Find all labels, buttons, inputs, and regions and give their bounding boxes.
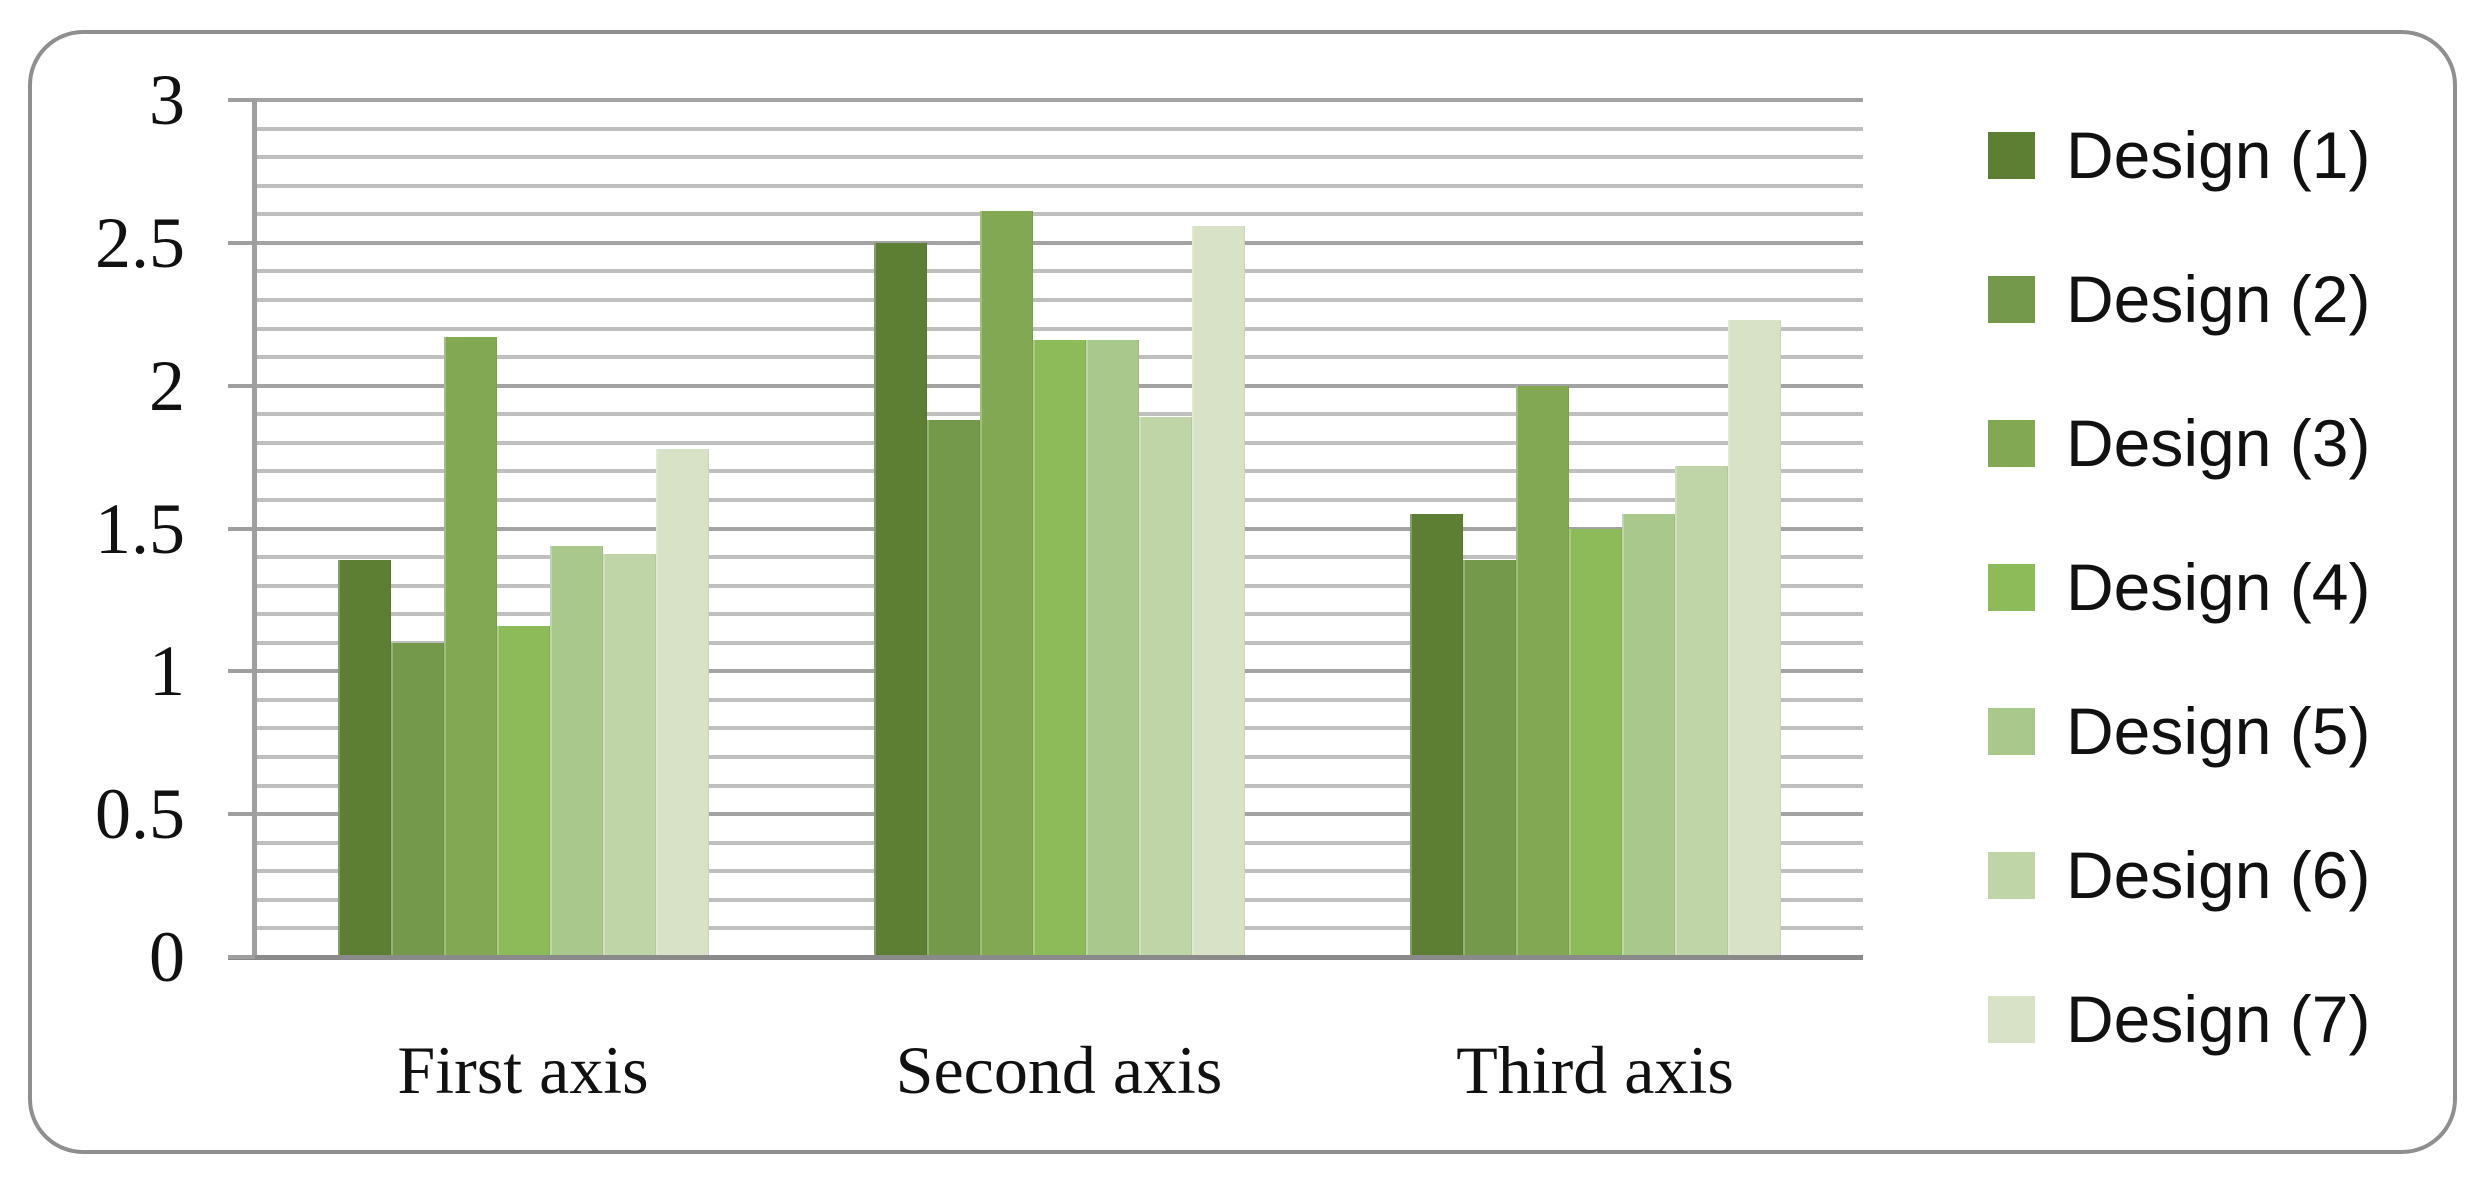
legend-label: Design (2) — [2066, 262, 2371, 336]
legend-label: Design (5) — [2066, 694, 2371, 768]
legend: Design (1) Design (2) Design (3) Design (4)… — [1960, 0, 2480, 1189]
y-axis-tick — [228, 240, 255, 245]
x-category-label-2: Second axis — [895, 1032, 1223, 1108]
legend-item-3: Design (3) — [1988, 410, 2370, 476]
legend-item-6: Design (6) — [1988, 842, 2370, 908]
legend-swatch-icon — [1988, 131, 2035, 179]
bar-design-1-first-axis — [337, 559, 391, 957]
x-axis-baseline — [228, 955, 1863, 960]
legend-item-7: Design (7) — [1988, 986, 2370, 1052]
legend-swatch-icon — [1988, 995, 2035, 1043]
legend-swatch-icon — [1988, 563, 2035, 611]
y-axis-tick — [228, 812, 255, 817]
y-axis-tick-label: 3 — [149, 60, 185, 140]
y-axis-tick — [228, 383, 255, 388]
bar-design-6-third-axis — [1674, 465, 1728, 957]
legend-label: Design (3) — [2066, 406, 2371, 480]
bar-design-6-first-axis — [602, 554, 656, 957]
minor-gridline — [255, 155, 1863, 160]
legend-item-5: Design (5) — [1988, 698, 2370, 764]
legend-label: Design (6) — [2066, 838, 2371, 912]
y-axis-tick — [228, 526, 255, 531]
bar-design-1-third-axis — [1409, 514, 1463, 957]
bar-design-2-third-axis — [1462, 559, 1516, 957]
legend-item-4: Design (4) — [1988, 554, 2370, 620]
legend-label: Design (7) — [2066, 982, 2371, 1056]
bar-design-4-third-axis — [1568, 528, 1622, 957]
bar-design-2-second-axis — [926, 419, 980, 957]
legend-swatch-icon — [1988, 275, 2035, 323]
bar-design-5-first-axis — [549, 545, 603, 957]
plot-area — [255, 98, 1863, 957]
y-axis-tick-label: 1.5 — [95, 488, 185, 569]
bar-design-5-third-axis — [1621, 514, 1675, 957]
y-axis-tick — [228, 98, 255, 102]
legend-label: Design (1) — [2066, 118, 2371, 192]
minor-gridline — [255, 326, 1863, 331]
legend-swatch-icon — [1988, 851, 2035, 899]
legend-item-2: Design (2) — [1988, 266, 2370, 332]
x-category-label-1: First axis — [397, 1032, 649, 1108]
bar-design-6-second-axis — [1138, 417, 1192, 957]
y-axis-tick — [228, 955, 255, 959]
y-axis-tick — [228, 669, 255, 674]
minor-gridline — [255, 297, 1863, 302]
bar-design-7-second-axis — [1191, 225, 1245, 957]
y-axis-tick-label: 2 — [149, 345, 185, 426]
legend-swatch-icon — [1988, 707, 2035, 755]
minor-gridline — [255, 212, 1863, 217]
legend-swatch-icon — [1988, 419, 2035, 467]
y-axis-tick-label: 1 — [149, 631, 185, 712]
minor-gridline — [255, 269, 1863, 274]
bar-design-4-second-axis — [1032, 339, 1086, 957]
x-category-label-3: Third axis — [1456, 1032, 1734, 1108]
major-gridline — [255, 98, 1863, 102]
bar-design-4-first-axis — [496, 625, 550, 957]
y-axis-tick-label: 0 — [149, 917, 185, 997]
y-axis-tick-label: 0.5 — [95, 774, 185, 855]
bar-design-1-second-axis — [873, 242, 927, 957]
minor-gridline — [255, 126, 1863, 131]
bar-design-2-first-axis — [390, 642, 444, 957]
major-gridline — [255, 240, 1863, 245]
bar-design-3-third-axis — [1515, 385, 1569, 957]
y-axis-tick-label: 2.5 — [95, 202, 185, 283]
bar-design-3-first-axis — [443, 337, 497, 957]
bar-design-7-third-axis — [1727, 319, 1781, 957]
legend-label: Design (4) — [2066, 550, 2371, 624]
bar-design-3-second-axis — [979, 211, 1033, 957]
bar-design-5-second-axis — [1085, 339, 1139, 957]
minor-gridline — [255, 183, 1863, 188]
bar-design-7-first-axis — [655, 448, 709, 957]
legend-item-1: Design (1) — [1988, 122, 2370, 188]
